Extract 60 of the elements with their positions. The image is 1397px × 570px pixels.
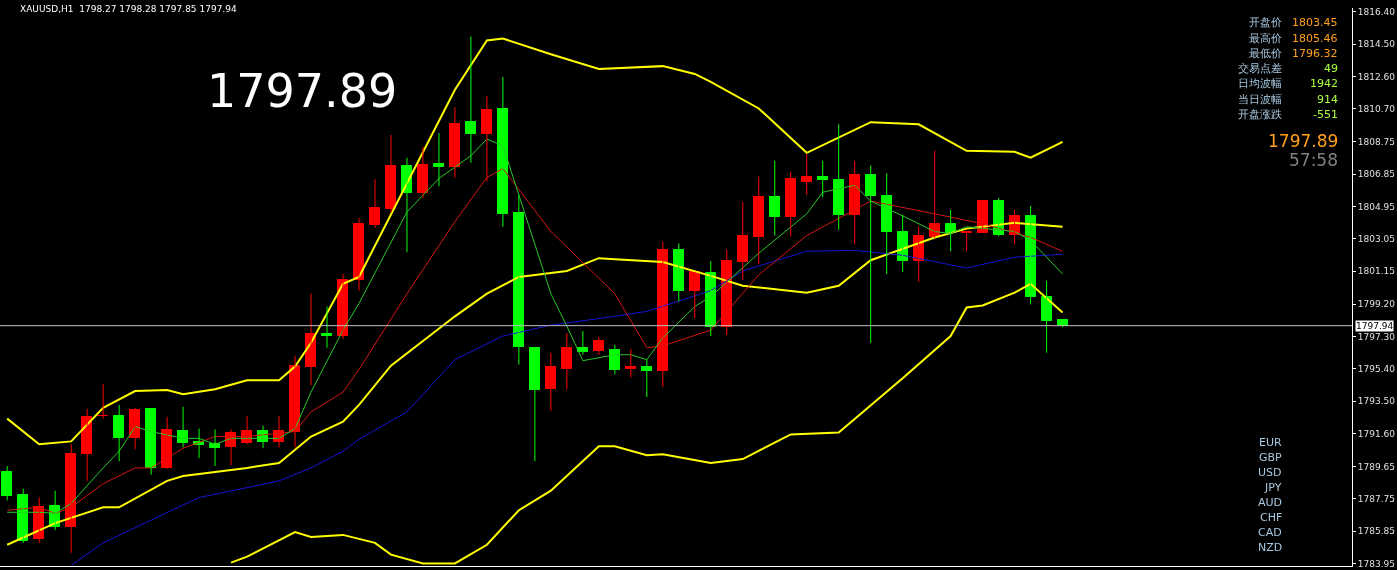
text: EUR <box>1259 436 1282 449</box>
text: CAD <box>1258 526 1282 539</box>
candlestick <box>737 201 748 281</box>
text: CHF <box>1260 511 1283 524</box>
text: 开盘涨跌 <box>1238 108 1282 121</box>
text: 1805.46 <box>1292 32 1338 45</box>
text: 49 <box>1324 62 1338 75</box>
text: 914 <box>1317 93 1338 106</box>
candlestick <box>865 165 876 344</box>
y-tick-label: 1799.20 <box>1357 299 1396 310</box>
y-tick-label: 1814.50 <box>1357 39 1396 50</box>
y-tick-label: 1795.40 <box>1357 363 1396 374</box>
y-tick-label: 1804.95 <box>1357 201 1396 212</box>
text: 1796.32 <box>1292 47 1338 60</box>
text: 1942 <box>1310 77 1338 90</box>
y-tick-label: 1787.75 <box>1357 494 1396 505</box>
text: JPY <box>1264 481 1282 494</box>
text: 1803.45 <box>1292 16 1338 29</box>
text: 最高价 <box>1249 32 1282 45</box>
line-series <box>70 249 1064 566</box>
text: 交易点差 <box>1238 62 1282 75</box>
y-tick-label: 1789.65 <box>1357 461 1396 472</box>
y-tick-label: 1801.15 <box>1357 266 1396 277</box>
text: 日均波幅 <box>1238 77 1282 90</box>
text: GBP <box>1259 451 1283 464</box>
candlestick <box>769 160 780 237</box>
ref-line-label: 1797.94 <box>1356 321 1394 331</box>
text: USD <box>1258 466 1282 479</box>
candlestick <box>817 160 828 198</box>
text: 当日波幅 <box>1238 93 1282 106</box>
text: -551 <box>1313 108 1338 121</box>
y-tick-label: 1810.70 <box>1357 103 1396 114</box>
text: 开盘价 <box>1249 16 1282 29</box>
annotation: XAUUSD,H1 1798.27 1798.28 1797.85 1797.94 <box>20 4 237 14</box>
text: 57:58 <box>1289 150 1338 170</box>
line-series <box>6 37 1064 446</box>
y-tick-label: 1806.85 <box>1357 169 1396 180</box>
text: 最低价 <box>1249 47 1282 60</box>
y-tick-label: 1803.05 <box>1357 233 1396 244</box>
y-tick-label: 1816.40 <box>1357 7 1396 18</box>
y-tick-label: 1791.60 <box>1357 428 1396 439</box>
y-tick-label: 1797.30 <box>1357 331 1396 342</box>
candlestick <box>97 383 108 420</box>
y-tick-label: 1812.60 <box>1357 71 1396 82</box>
y-tick-label: 1783.95 <box>1357 558 1396 569</box>
annotation: 1797.89 <box>207 64 398 118</box>
y-tick-label: 1793.50 <box>1357 396 1396 407</box>
text: NZD <box>1258 541 1283 554</box>
candlestick <box>785 171 796 237</box>
candlestick <box>753 175 764 265</box>
y-tick-label: 1785.85 <box>1357 526 1396 537</box>
candlestick <box>625 348 636 378</box>
line-series <box>230 282 1064 565</box>
text: AUD <box>1258 496 1283 509</box>
candlestick <box>961 231 972 252</box>
candlestick <box>801 153 812 196</box>
y-tick-label: 1808.75 <box>1357 137 1396 148</box>
candlestick <box>641 359 652 398</box>
text: 1797.89 <box>1268 131 1339 151</box>
candlestick <box>1 465 12 501</box>
